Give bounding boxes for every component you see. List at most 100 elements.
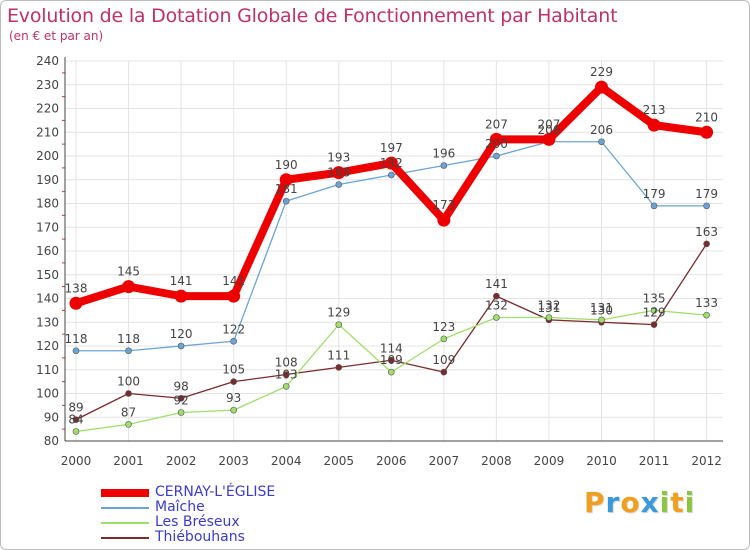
data-point [598, 316, 605, 324]
data-point [384, 156, 398, 170]
data-label: 120 [170, 327, 193, 341]
data-label: 105 [222, 363, 245, 377]
data-point [650, 321, 658, 328]
y-tick-label: 100 [36, 387, 59, 401]
x-tick-label: 2000 [61, 454, 92, 468]
data-label: 118 [65, 332, 88, 346]
data-label: 131 [537, 301, 560, 315]
proxiti-logo: Proxiti [584, 486, 695, 519]
y-tick-label: 80 [44, 434, 59, 448]
data-label: 197 [380, 141, 403, 155]
data-point [227, 289, 241, 303]
data-label: 181 [275, 182, 298, 196]
data-point [174, 289, 188, 303]
data-point [332, 166, 346, 180]
data-point [542, 132, 556, 146]
data-point [177, 342, 185, 350]
data-point [72, 416, 80, 423]
data-label: 141 [222, 274, 245, 288]
data-label: 179 [695, 187, 718, 201]
data-point [387, 368, 395, 376]
legend: CERNAY-L'ÉGLISE Maîche Les Bréseux Thiébouh… [101, 485, 275, 545]
data-point [647, 118, 661, 132]
data-label: 206 [537, 123, 560, 137]
chart-title: Evolution de la Dotation Globale de Fonc… [7, 5, 618, 27]
logo-letter: o [620, 486, 641, 519]
data-label: 98 [173, 379, 188, 393]
data-point [493, 314, 500, 321]
data-point [125, 390, 132, 397]
data-label: 196 [432, 147, 455, 161]
data-label: 210 [695, 110, 718, 124]
data-label: 131 [590, 301, 613, 315]
legend-label: Maîche [155, 499, 205, 515]
data-label: 132 [537, 299, 560, 313]
data-label: 108 [275, 356, 298, 370]
logo-letter: r [605, 486, 621, 519]
y-tick-label: 200 [36, 149, 59, 163]
data-point [125, 347, 132, 355]
data-label: 122 [222, 322, 245, 336]
data-label: 229 [590, 65, 613, 79]
y-tick-label: 170 [36, 220, 59, 234]
x-tick-label: 2005 [323, 454, 354, 468]
data-point [703, 240, 710, 248]
data-label: 84 [68, 413, 83, 427]
legend-swatch [101, 536, 149, 539]
y-tick-label: 150 [36, 268, 59, 282]
data-label: 118 [117, 332, 140, 346]
y-tick-label: 110 [36, 363, 59, 377]
data-label: 87 [121, 405, 136, 419]
legend-label: Thiébouhans [155, 529, 245, 545]
data-point [545, 314, 553, 321]
data-point [598, 138, 605, 146]
data-label: 188 [327, 166, 350, 180]
legend-item: Thiébouhans [101, 530, 275, 545]
data-label: 141 [485, 277, 508, 291]
legend-item: Les Bréseux [101, 515, 275, 530]
data-point [122, 280, 136, 294]
y-tick-label: 120 [36, 339, 59, 353]
data-label: 109 [432, 353, 455, 367]
x-tick-label: 2003 [218, 454, 249, 468]
data-point [650, 307, 658, 314]
data-point [387, 356, 395, 364]
x-tick-label: 2012 [691, 454, 722, 468]
data-label: 206 [590, 123, 613, 137]
data-label: 192 [380, 156, 403, 170]
legend-swatch [101, 506, 149, 509]
x-tick-label: 2007 [429, 454, 460, 468]
data-label: 132 [485, 299, 508, 313]
x-tick-label: 2010 [586, 454, 617, 468]
data-point [595, 80, 608, 94]
data-point [125, 421, 132, 428]
logo-letter: t [670, 486, 685, 519]
legend-label: CERNAY-L'ÉGLISE [155, 484, 276, 500]
data-label: 200 [485, 137, 508, 151]
x-tick-label: 2002 [166, 454, 197, 468]
data-label: 190 [275, 158, 298, 172]
data-point [335, 181, 343, 188]
y-tick-label: 180 [36, 197, 59, 211]
data-point [700, 125, 714, 139]
x-tick-label: 2004 [271, 454, 302, 468]
legend-swatch [101, 488, 149, 497]
data-point [493, 292, 500, 300]
data-label: 138 [65, 281, 88, 295]
y-tick-label: 220 [36, 102, 59, 116]
x-tick-label: 2006 [376, 454, 407, 468]
data-label: 179 [643, 187, 666, 201]
y-tick-label: 240 [36, 54, 59, 68]
data-point [230, 406, 237, 414]
x-tick-label: 2008 [481, 454, 512, 468]
y-tick-label: 160 [36, 244, 59, 258]
legend-label: Les Bréseux [155, 514, 240, 530]
data-label: 141 [170, 274, 193, 288]
data-label: 103 [275, 367, 298, 381]
data-point [440, 162, 448, 169]
y-tick-label: 90 [44, 410, 59, 424]
data-label: 145 [117, 265, 140, 279]
data-point [440, 368, 448, 376]
data-label: 129 [643, 306, 666, 320]
